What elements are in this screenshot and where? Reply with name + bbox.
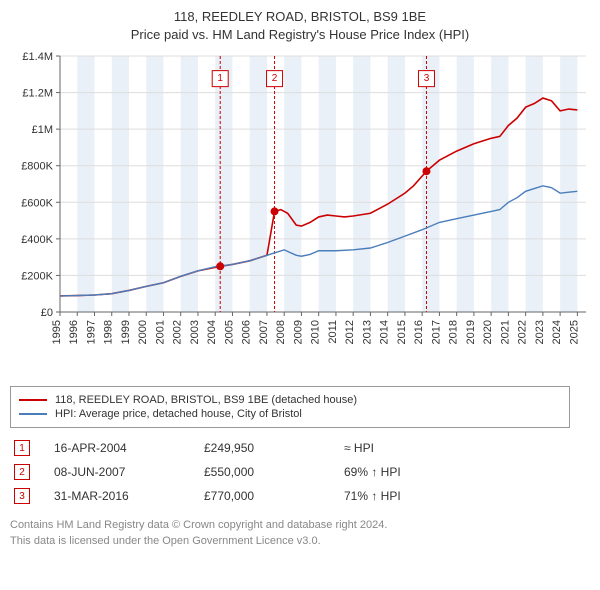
footer-line-1: Contains HM Land Registry data © Crown c… [10,518,570,533]
x-tick-label: 2023 [534,320,546,344]
x-tick-label: 2009 [292,320,304,344]
year-shade [388,56,405,312]
x-tick-label: 2014 [379,320,391,344]
year-shade [353,56,370,312]
legend-label: 118, REEDLEY ROAD, BRISTOL, BS9 1BE (det… [55,394,357,406]
year-shade [422,56,439,312]
sales-row: 3 31-MAR-2016£770,00071% ↑ HPI [10,484,570,508]
x-tick-label: 1998 [103,320,115,344]
year-shade [250,56,267,312]
x-tick-label: 2003 [189,320,201,344]
x-tick-label: 2015 [396,320,408,344]
x-tick-label: 2018 [448,320,460,344]
title-block: 118, REEDLEY ROAD, BRISTOL, BS9 1BE Pric… [10,8,590,44]
sales-row: 1 16-APR-2004£249,950≈ HPI [10,436,570,460]
sale-point [422,168,430,176]
y-tick-label: £200K [21,271,53,283]
y-tick-label: £1M [32,125,53,137]
year-shade [526,56,543,312]
x-tick-label: 2007 [258,320,270,344]
x-tick-label: 2013 [361,320,373,344]
sales-marker: 2 [14,464,30,480]
year-shade [215,56,232,312]
year-shade [457,56,474,312]
sales-hpi: 71% ↑ HPI [344,489,570,503]
sales-row: 2 08-JUN-2007£550,00069% ↑ HPI [10,460,570,484]
sales-price: £550,000 [204,465,344,479]
x-tick-label: 2025 [568,320,580,344]
sales-hpi: ≈ HPI [344,441,570,455]
x-tick-label: 2016 [413,320,425,344]
sale-point [216,263,224,271]
x-tick-label: 2008 [275,320,287,344]
sales-marker: 1 [14,440,30,456]
x-tick-label: 2020 [482,320,494,344]
x-tick-label: 1996 [68,320,80,344]
sale-point [271,208,279,216]
sales-hpi: 69% ↑ HPI [344,465,570,479]
chart-svg: £0 £200K £400K £600K £800K £1M £1.2M £1.4M 1995 1… [10,50,590,380]
x-tick-label: 2017 [430,320,442,344]
x-tick-label: 1997 [85,320,97,344]
x-tick-label: 2002 [172,320,184,344]
x-tick-label: 2001 [154,320,166,344]
year-shade [77,56,94,312]
legend-row: HPI: Average price, detached house, City… [19,407,561,421]
y-tick-label: £1.4M [22,51,53,63]
year-shade [284,56,301,312]
sales-table: 1 16-APR-2004£249,950≈ HPI 2 08-JUN-2007£55… [10,436,570,508]
year-shade [560,56,577,312]
legend: 118, REEDLEY ROAD, BRISTOL, BS9 1BE (det… [10,386,570,428]
y-tick-label: £400K [21,234,53,246]
sale-marker-number: 2 [272,74,278,85]
x-tick-label: 1999 [120,320,132,344]
legend-row: 118, REEDLEY ROAD, BRISTOL, BS9 1BE (det… [19,393,561,407]
y-tick-label: £600K [21,198,53,210]
x-tick-label: 2019 [465,320,477,344]
x-tick-label: 2024 [551,320,563,344]
legend-swatch [19,399,47,401]
sales-price: £770,000 [204,489,344,503]
x-tick-label: 2004 [206,320,218,344]
footer-line-2: This data is licensed under the Open Gov… [10,534,570,549]
sale-marker-number: 3 [424,74,430,85]
title-line-1: 118, REEDLEY ROAD, BRISTOL, BS9 1BE [10,8,590,26]
y-tick-label: £0 [41,307,53,319]
sales-date: 31-MAR-2016 [54,489,204,503]
year-shade [319,56,336,312]
x-tick-label: 2005 [223,320,235,344]
sales-date: 16-APR-2004 [54,441,204,455]
sales-marker: 3 [14,488,30,504]
x-tick-label: 2021 [499,320,511,344]
y-tick-label: £1.2M [22,88,53,100]
page-container: 118, REEDLEY ROAD, BRISTOL, BS9 1BE Pric… [0,0,600,559]
footer: Contains HM Land Registry data © Crown c… [10,518,570,549]
y-tick-label: £800K [21,161,53,173]
x-tick-label: 2022 [517,320,529,344]
x-tick-label: 1995 [51,320,63,344]
x-tick-label: 2012 [344,320,356,344]
x-tick-label: 2000 [137,320,149,344]
year-shade [146,56,163,312]
sale-marker-number: 1 [217,74,223,85]
sales-date: 08-JUN-2007 [54,465,204,479]
x-tick-label: 2011 [327,320,339,344]
legend-swatch [19,413,47,415]
chart-area: £0 £200K £400K £600K £800K £1M £1.2M £1.4M 1995 1… [10,50,590,380]
title-line-2: Price paid vs. HM Land Registry's House … [10,26,590,44]
sales-price: £249,950 [204,441,344,455]
year-shade [112,56,129,312]
legend-label: HPI: Average price, detached house, City… [55,408,302,420]
year-shade [491,56,508,312]
x-tick-label: 2006 [241,320,253,344]
x-tick-label: 2010 [310,320,322,344]
